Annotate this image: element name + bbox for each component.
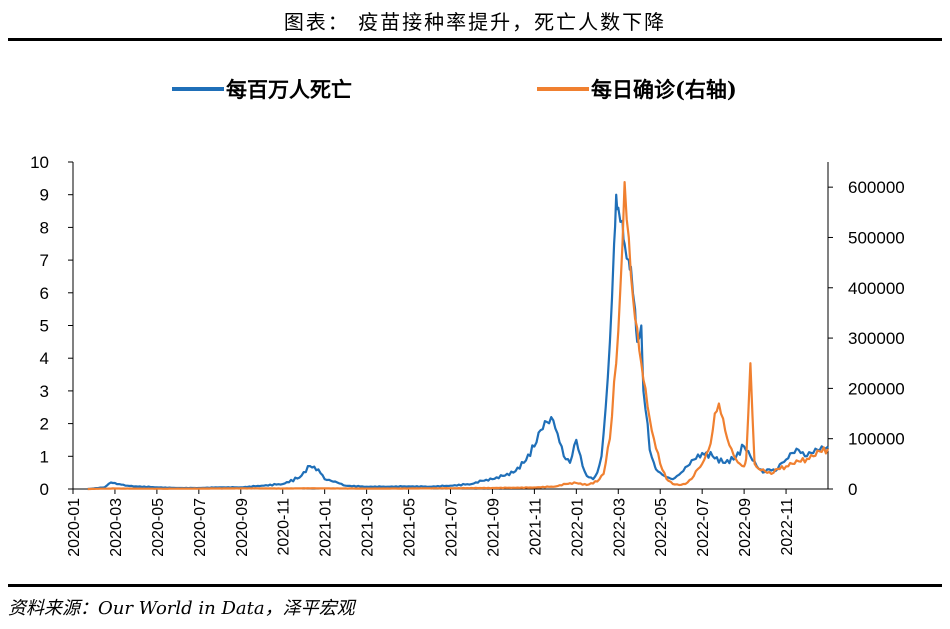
x-tick-label: 2022-07 (695, 498, 712, 557)
x-tick-label: 2022-11 (779, 498, 796, 556)
x-tick-label: 2020-03 (108, 498, 125, 557)
y-left-tick-label: 7 (40, 251, 49, 270)
x-tick-label: 2020-07 (192, 498, 209, 557)
y-left-tick-label: 8 (40, 218, 49, 237)
chart-series (87, 181, 830, 491)
y-left-tick-label: 2 (40, 415, 49, 434)
x-tick-label: 2022-01 (569, 498, 586, 557)
x-tick-label: 2021-11 (527, 498, 544, 556)
y-right-tick-label: 200000 (848, 379, 905, 398)
y-left-tick-label: 5 (40, 317, 49, 336)
y-left-tick-label: 0 (40, 480, 49, 499)
bottom-divider (8, 584, 942, 587)
x-tick-label: 2021-09 (485, 498, 502, 557)
y-left-tick-label: 4 (40, 349, 49, 368)
y-right-tick-label: 100000 (848, 430, 905, 449)
legend-label: 每百万人死亡 (226, 77, 352, 102)
x-tick-label: 2021-01 (318, 498, 335, 557)
y-left-tick-label: 3 (40, 382, 49, 401)
series-line-cases (87, 181, 830, 491)
x-tick-label: 2021-03 (360, 498, 377, 557)
source-note: 资料来源：Our World in Data，泽平宏观 (8, 598, 355, 619)
x-tick-label: 2020-05 (150, 498, 167, 557)
x-tick-label: 2020-11 (276, 498, 293, 556)
x-tick-label: 2022-05 (653, 498, 670, 557)
x-tick-label: 2020-09 (234, 498, 251, 557)
y-right-tick-label: 0 (848, 480, 857, 499)
y-left-tick-label: 6 (40, 284, 49, 303)
x-tick-label: 2020-01 (66, 498, 83, 557)
x-tick-label: 2022-09 (737, 498, 754, 557)
y-right-tick-label: 300000 (848, 329, 905, 348)
chart-axes: 0 1 2 3 4 5 6 7 8 9 10 0 100000 200000 300000 400000 500… (30, 153, 905, 557)
y-right-tick-label: 500000 (848, 228, 905, 247)
legend-label: 每日确诊(右轴) (591, 77, 737, 102)
x-tick-label: 2022-03 (611, 498, 628, 557)
y-right-tick-label: 600000 (848, 178, 905, 197)
y-left-tick-label: 9 (40, 186, 49, 205)
page-title: 图表： 疫苗接种率提升，死亡人数下降 (283, 10, 667, 34)
top-divider (8, 38, 942, 41)
y-left-tick-label: 1 (40, 447, 49, 466)
series-line-deaths (87, 193, 829, 491)
y-left-tick-label: 10 (30, 153, 49, 172)
x-tick-label: 2021-05 (402, 498, 419, 557)
y-right-tick-label: 400000 (848, 279, 905, 298)
x-tick-label: 2021-07 (444, 498, 461, 557)
chart-legend: 每百万人死亡 每日确诊(右轴) (172, 77, 737, 102)
